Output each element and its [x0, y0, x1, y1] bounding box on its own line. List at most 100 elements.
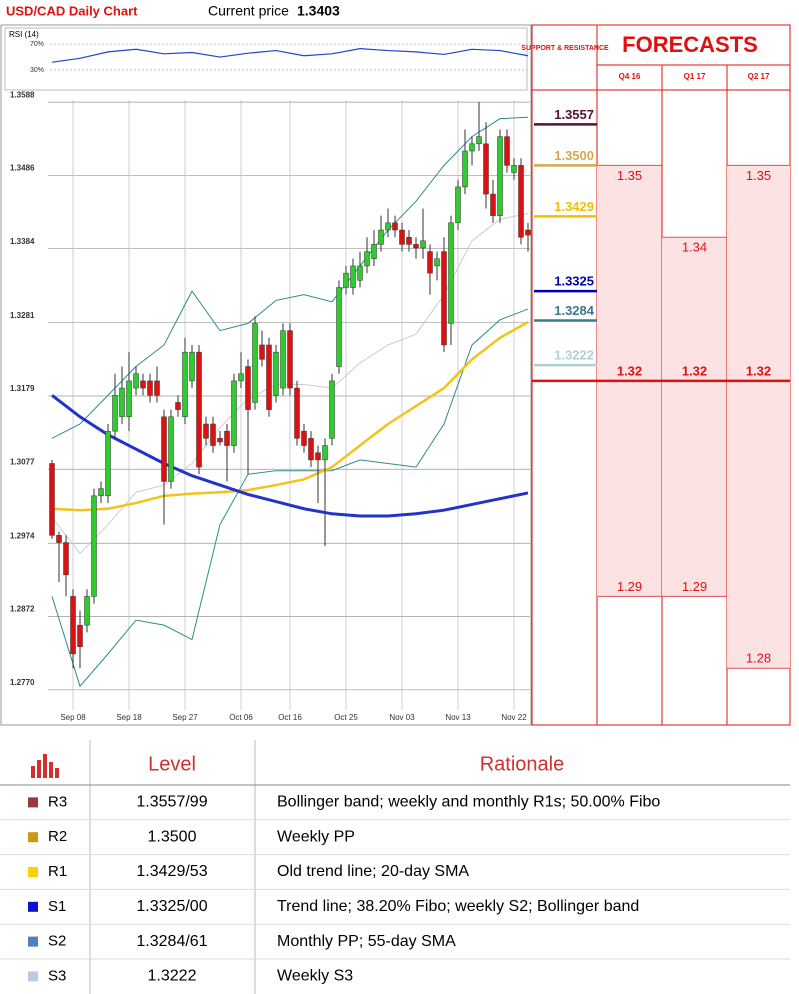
candle-body	[126, 380, 132, 418]
candle-body	[308, 438, 314, 461]
x-tick-label: Sep 18	[116, 713, 142, 722]
candle-body	[287, 330, 293, 389]
row-marker	[28, 936, 38, 947]
forecast-median-label: 1.32	[746, 363, 771, 378]
y-tick-label: 1.3384	[10, 237, 35, 246]
row-label: R3	[48, 793, 67, 810]
candle-body	[322, 445, 328, 461]
candle-body	[119, 387, 125, 418]
level-label: 1.3284	[554, 303, 595, 318]
row-rationale: Monthly PP; 55-day SMA	[277, 933, 456, 950]
forecast-median-label: 1.32	[617, 363, 642, 378]
chart-frame	[0, 24, 532, 726]
row-marker	[28, 971, 38, 982]
candle-body	[378, 229, 384, 245]
level-label: 1.3429	[554, 199, 594, 214]
y-tick-label: 1.3486	[10, 164, 35, 173]
row-level: 1.3284/61	[136, 933, 207, 950]
y-tick-label: 1.3281	[10, 311, 35, 320]
candle-body	[259, 344, 265, 360]
candle-body	[210, 423, 216, 446]
candle-body	[385, 222, 391, 231]
candle-body	[427, 251, 433, 274]
table-icon	[31, 754, 59, 778]
candle-body	[252, 323, 258, 403]
candle-body	[406, 236, 412, 245]
candle-body	[357, 265, 363, 281]
icon-bar	[55, 768, 59, 778]
candle-body	[476, 136, 482, 145]
row-rationale: Trend line; 38.20% Fibo; weekly S2; Boll…	[277, 898, 639, 915]
candle-body	[175, 402, 181, 410]
candle-body	[140, 380, 146, 389]
candle-body	[203, 423, 209, 439]
candle-body	[294, 387, 300, 439]
candle-body	[245, 366, 251, 410]
candle-body	[413, 244, 419, 249]
candle-body	[112, 395, 118, 432]
row-label: S1	[48, 898, 66, 915]
forecast-title: FORECASTS	[622, 32, 758, 57]
candle-body	[266, 344, 272, 410]
rsi-tick-label: 70%	[30, 41, 44, 48]
current-price-label: Current price	[208, 3, 289, 19]
candle-body	[462, 150, 468, 188]
candle-body	[371, 244, 377, 260]
row-marker	[28, 832, 38, 843]
candle-body	[168, 416, 174, 482]
forecast-low-label: 1.29	[682, 579, 707, 594]
rsi-frame	[4, 27, 528, 91]
forecast-column-label: Q4 16	[619, 72, 641, 81]
x-tick-label: Nov 22	[501, 713, 527, 722]
y-tick-label: 1.2974	[10, 531, 35, 540]
row-marker	[28, 867, 38, 877]
candle-body	[182, 351, 188, 418]
overlay-line	[51, 116, 529, 439]
rsi-line	[51, 48, 529, 63]
row-rationale: Weekly S3	[277, 968, 353, 985]
levels-title: SUPPORT & RESISTANCE	[521, 45, 609, 52]
candle-body	[273, 351, 279, 396]
candle-body	[238, 373, 244, 382]
candle-body	[490, 193, 496, 216]
candle-body	[154, 380, 160, 396]
row-level: 1.3500	[148, 828, 197, 845]
current-price: 1.3403	[297, 3, 340, 19]
chart-title: USD/CAD Daily Chart	[6, 3, 138, 18]
candle-body	[70, 596, 76, 655]
candle-body	[105, 430, 111, 497]
candle-body	[511, 165, 517, 173]
table-header: Level	[148, 753, 196, 775]
candle-body	[189, 351, 195, 382]
level-label: 1.3557	[554, 107, 594, 122]
row-level: 1.3325/00	[136, 898, 207, 915]
x-tick-label: Oct 16	[278, 713, 302, 722]
candle-body	[63, 542, 69, 576]
rsi-label: RSI (14)	[9, 30, 39, 39]
candle-body	[434, 258, 440, 267]
level-label: 1.3222	[554, 348, 594, 363]
forecast-column-label: Q1 17	[684, 72, 706, 81]
candle-body	[91, 495, 97, 597]
candle-body	[315, 452, 321, 461]
candle-body	[280, 330, 286, 389]
candle-body	[455, 186, 461, 224]
y-tick-label: 1.3077	[10, 457, 35, 466]
table-header: Rationale	[480, 753, 565, 775]
row-label: R2	[48, 828, 67, 845]
candle-body	[350, 265, 356, 288]
x-tick-label: Oct 06	[229, 713, 253, 722]
forecast-high-label: 1.35	[617, 168, 642, 183]
icon-bar	[37, 760, 41, 778]
candle-body	[217, 438, 223, 443]
y-tick-label: 1.2872	[10, 605, 35, 614]
row-label: R1	[48, 863, 67, 880]
forecast-range	[662, 237, 727, 597]
row-level: 1.3222	[148, 968, 197, 985]
candle-body	[301, 430, 307, 446]
level-label: 1.3500	[554, 148, 594, 163]
icon-bar	[43, 754, 47, 778]
x-tick-label: Sep 08	[60, 713, 86, 722]
